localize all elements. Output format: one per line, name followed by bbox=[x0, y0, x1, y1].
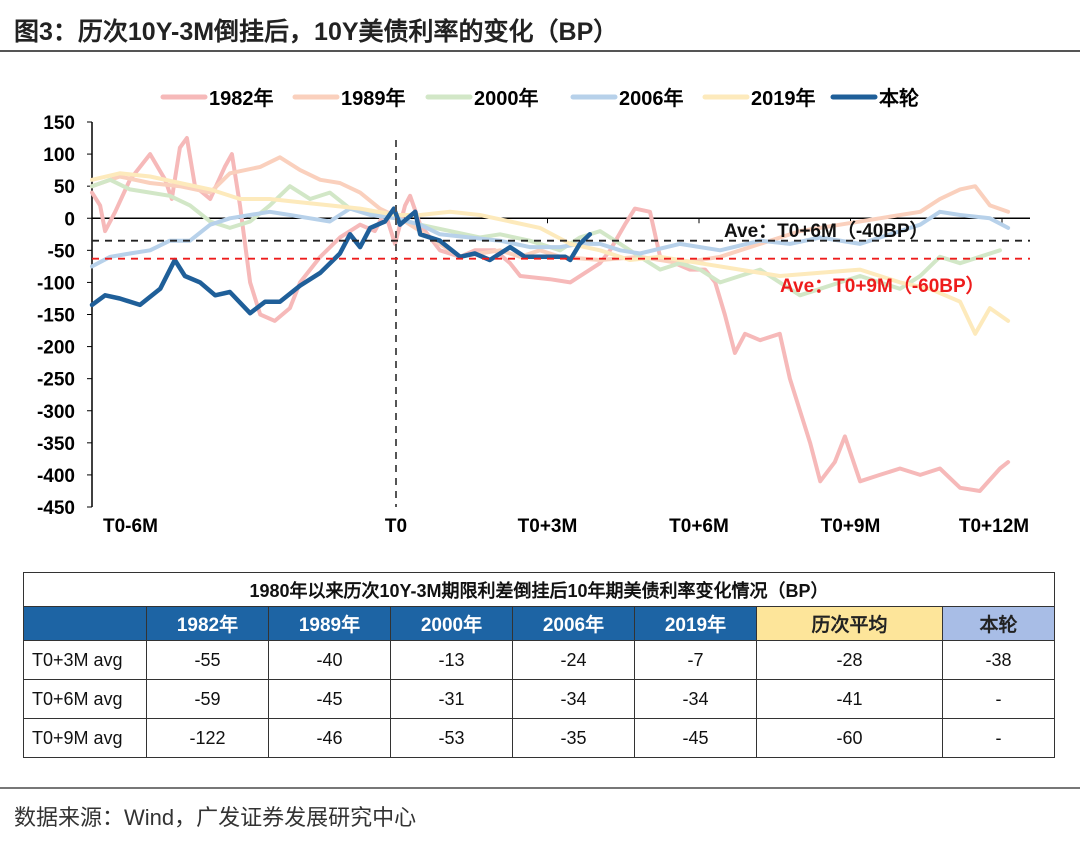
header-cell-empty bbox=[23, 606, 147, 641]
y-tick-label: -150 bbox=[37, 306, 75, 327]
x-tick-label: T0+3M bbox=[518, 516, 578, 537]
table-cell: - bbox=[942, 718, 1055, 758]
title-divider bbox=[0, 50, 1080, 52]
x-tick-label: T0-6M bbox=[103, 516, 158, 537]
row-label: T0+6M avg bbox=[23, 679, 147, 719]
table-cell: - bbox=[942, 679, 1055, 719]
avg-label-9m: Ave：T0+9M（-60BP） bbox=[780, 274, 985, 297]
table-cell: -34 bbox=[634, 679, 757, 719]
table-header-row: 1982年 1989年 2000年 2006年 2019年 历次平均 本轮 bbox=[23, 606, 1055, 641]
y-tick-label: 50 bbox=[54, 177, 75, 198]
avg-label-6m: Ave：T0+6M（-40BP） bbox=[724, 219, 929, 242]
legend-label: 本轮 bbox=[879, 86, 919, 110]
source-divider bbox=[0, 787, 1080, 789]
x-tick-label: T0+12M bbox=[959, 516, 1029, 537]
header-cell-1982: 1982年 bbox=[146, 606, 269, 641]
header-cell-2006: 2006年 bbox=[512, 606, 635, 641]
table-cell: -46 bbox=[268, 718, 391, 758]
table-cell: -24 bbox=[512, 640, 635, 680]
table-cell: -40 bbox=[268, 640, 391, 680]
table-cell: -45 bbox=[268, 679, 391, 719]
summary-table: 1980年以来历次10Y-3M期限利差倒挂后10年期美债利率变化情况（BP） 1… bbox=[23, 572, 1055, 758]
x-tick-label: T0 bbox=[385, 516, 407, 537]
y-tick-label: -200 bbox=[37, 338, 75, 359]
x-tick-label: T0+6M bbox=[669, 516, 729, 537]
table-cell: -122 bbox=[146, 718, 269, 758]
series-line-1982 bbox=[90, 136, 1011, 493]
table-cell: -34 bbox=[512, 679, 635, 719]
table-cell: -45 bbox=[634, 718, 757, 758]
table-row: T0+3M avg -55 -40 -13 -24 -7 -28 -38 bbox=[23, 640, 1055, 680]
line-chart: 150 100 50 0 -50 -100 -150 -200 -250 -300 -350 -400… bbox=[37, 86, 1030, 537]
table-row: T0+6M avg -59 -45 -31 -34 -34 -41 - bbox=[23, 679, 1055, 719]
header-cell-1989: 1989年 bbox=[268, 606, 391, 641]
table-cell: -55 bbox=[146, 640, 269, 680]
legend-label: 1989年 bbox=[341, 86, 406, 110]
x-tick-label: T0+9M bbox=[821, 516, 881, 537]
table-cell: -35 bbox=[512, 718, 635, 758]
row-label: T0+9M avg bbox=[23, 718, 147, 758]
table-caption: 1980年以来历次10Y-3M期限利差倒挂后10年期美债利率变化情况（BP） bbox=[23, 572, 1055, 607]
legend-label: 2006年 bbox=[619, 86, 684, 110]
table-cell: -59 bbox=[146, 679, 269, 719]
table-cell: -60 bbox=[756, 718, 943, 758]
y-tick-label: -250 bbox=[37, 370, 75, 391]
table-cell: -53 bbox=[390, 718, 513, 758]
y-tick-label: -50 bbox=[48, 241, 75, 262]
header-cell-2000: 2000年 bbox=[390, 606, 513, 641]
figure-title: 图3：历次10Y-3M倒挂后，10Y美债利率的变化（BP） bbox=[14, 18, 619, 46]
table-cell: -41 bbox=[756, 679, 943, 719]
table-cell: -13 bbox=[390, 640, 513, 680]
header-cell-current: 本轮 bbox=[942, 606, 1055, 641]
legend-label: 2019年 bbox=[751, 86, 816, 110]
header-cell-2019: 2019年 bbox=[634, 606, 757, 641]
series-line-2019 bbox=[90, 171, 1011, 336]
table-cell: -7 bbox=[634, 640, 757, 680]
legend-label: 1982年 bbox=[209, 86, 274, 110]
row-label: T0+3M avg bbox=[23, 640, 147, 680]
y-tick-label: 0 bbox=[64, 209, 75, 230]
table-cell: -31 bbox=[390, 679, 513, 719]
y-tick-label: -350 bbox=[37, 434, 75, 455]
y-tick-label: -450 bbox=[37, 498, 75, 519]
y-tick-label: 150 bbox=[43, 113, 75, 134]
y-tick-label: -300 bbox=[37, 402, 75, 423]
source-note: 数据来源：Wind，广发证券发展研究中心 bbox=[14, 805, 417, 830]
table-cell: -28 bbox=[756, 640, 943, 680]
y-tick-label: 100 bbox=[43, 145, 75, 166]
table-cell: -38 bbox=[942, 640, 1055, 680]
y-tick-label: -100 bbox=[37, 273, 75, 294]
header-cell-average: 历次平均 bbox=[756, 606, 943, 641]
series-line-2006 bbox=[90, 206, 1011, 269]
series-line-1989 bbox=[90, 155, 1011, 266]
table-row: T0+9M avg -122 -46 -53 -35 -45 -60 - bbox=[23, 718, 1055, 758]
series-line-current bbox=[89, 206, 593, 316]
legend-label: 2000年 bbox=[474, 86, 539, 110]
y-tick-label: -400 bbox=[37, 466, 75, 487]
